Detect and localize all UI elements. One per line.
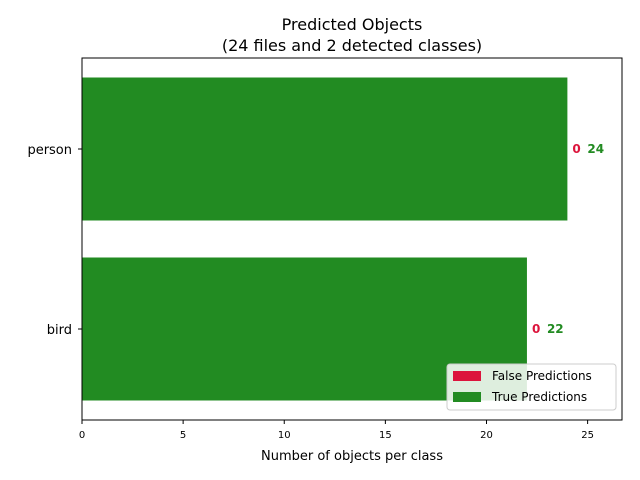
y-tick-label-person: person — [27, 143, 72, 158]
x-axis-title: Number of objects per class — [261, 449, 443, 464]
x-tick-label-10: 10 — [278, 430, 291, 441]
data-label-bird-false: 0 — [532, 322, 540, 336]
legend-swatch-true-predictions — [453, 392, 481, 402]
x-tick-label-0: 0 — [79, 430, 85, 441]
legend-swatch-false-predictions — [453, 371, 481, 381]
plot-frame — [81, 57, 623, 421]
y-axis: bird person — [27, 143, 82, 338]
chart-title-line2: (24 files and 2 detected classes) — [222, 36, 482, 55]
bars-layer — [82, 77, 568, 401]
x-tick-label-15: 15 — [379, 430, 392, 441]
x-axis: 0 5 10 15 20 25 — [79, 420, 594, 441]
legend-label-true-predictions: True Predictions — [491, 390, 587, 404]
chart-title-line1: Predicted Objects — [282, 15, 423, 34]
data-labels-layer: 0 22 0 24 — [532, 142, 604, 336]
data-label-person-true: 24 — [587, 142, 604, 156]
data-label-person-false: 0 — [572, 142, 580, 156]
data-label-bird-true: 22 — [547, 322, 564, 336]
legend: False Predictions True Predictions — [446, 363, 617, 411]
bar-person-true-predictions — [82, 77, 568, 221]
chart-title: Predicted Objects (24 files and 2 detect… — [222, 15, 482, 55]
legend-label-false-predictions: False Predictions — [492, 369, 592, 383]
x-tick-label-5: 5 — [180, 430, 186, 441]
x-tick-label-25: 25 — [581, 430, 594, 441]
x-tick-label-20: 20 — [480, 430, 493, 441]
y-tick-label-bird: bird — [47, 323, 72, 338]
legend-box — [446, 363, 617, 411]
